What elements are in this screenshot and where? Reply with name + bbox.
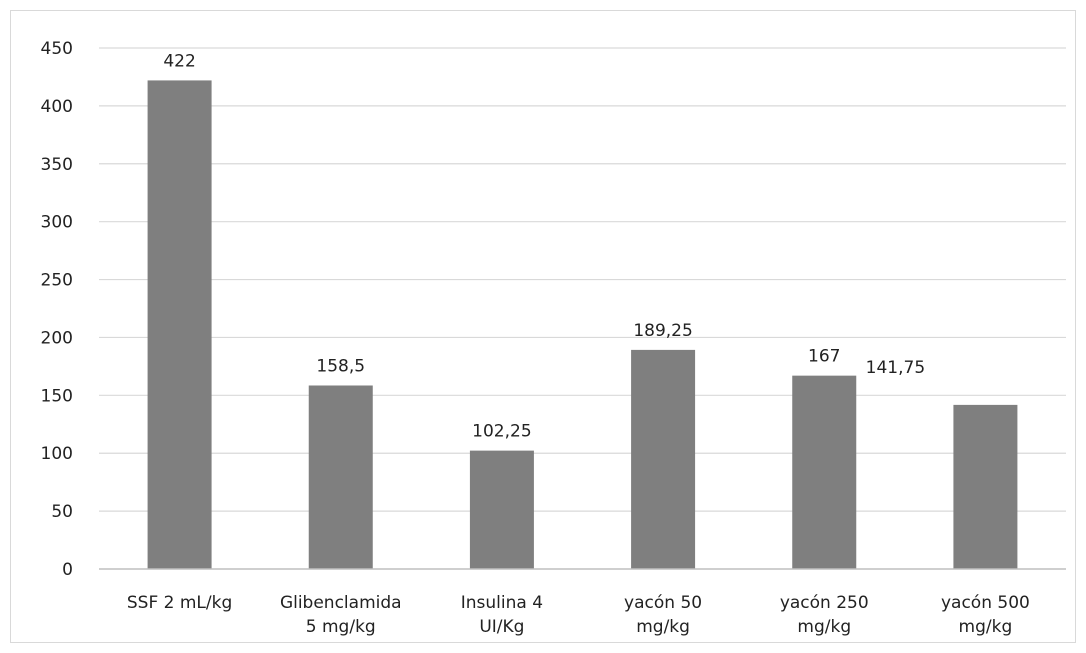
data-label: 102,25: [472, 422, 531, 442]
y-tick-label: 300: [41, 213, 73, 233]
bar: [308, 385, 373, 569]
x-category-label-line: mg/kg: [797, 617, 851, 637]
y-tick-label: 200: [41, 328, 73, 348]
y-tick-label: 50: [51, 502, 73, 522]
x-category-label: Glibenclamida 5 mg/kg: [280, 593, 402, 637]
x-category-label: yacón 250 mg/kg: [780, 593, 869, 637]
data-label: 158,5: [316, 356, 365, 376]
bar: [469, 450, 534, 569]
x-category-label-line: yacón 500: [941, 593, 1030, 613]
y-axis-tick-labels: 0 50 100 150 200 250 300 350 400 450: [41, 39, 73, 580]
bar: [631, 349, 696, 569]
bar: [147, 80, 212, 569]
x-category-label-line: Insulina 4: [461, 593, 543, 613]
y-tick-label: 100: [41, 444, 73, 464]
data-label: 189,25: [633, 321, 692, 341]
x-category-label-line: yacón 50: [624, 593, 702, 613]
x-category-label-line: 5 mg/kg: [306, 617, 376, 637]
y-tick-label: 400: [41, 97, 73, 117]
x-category-label-line: UI/Kg: [479, 617, 524, 637]
chart-frame: 0 50 100 150 200 250 300 350 400 450 422 158,5 102,…: [10, 10, 1076, 643]
y-tick-label: 0: [62, 560, 73, 580]
bar: [953, 404, 1018, 569]
bar: [792, 375, 857, 569]
y-tick-label: 450: [41, 39, 73, 59]
x-category-label-line: SSF 2 mL/kg: [127, 593, 232, 613]
x-category-label: yacón 50 mg/kg: [624, 593, 702, 637]
x-category-label: Insulina 4 UI/Kg: [461, 593, 543, 637]
x-category-label: SSF 2 mL/kg: [127, 593, 232, 613]
bars: [147, 80, 1018, 569]
x-axis-category-labels: SSF 2 mL/kg Glibenclamida 5 mg/kg Insulina …: [127, 593, 1030, 637]
y-tick-label: 250: [41, 271, 73, 291]
y-tick-label: 150: [41, 386, 73, 406]
x-category-label-line: Glibenclamida: [280, 593, 402, 613]
bar-chart: 0 50 100 150 200 250 300 350 400 450 422 158,5 102,…: [41, 39, 1066, 637]
x-category-label-line: mg/kg: [636, 617, 690, 637]
data-label: 422: [163, 51, 195, 71]
data-labels: 422 158,5 102,25 189,25 167 141,75: [163, 51, 925, 441]
x-category-label-line: mg/kg: [959, 617, 1013, 637]
data-label: 141,75: [866, 358, 925, 378]
data-label: 167: [808, 347, 840, 367]
x-category-label-line: yacón 250: [780, 593, 869, 613]
y-tick-label: 350: [41, 155, 73, 175]
x-category-label: yacón 500 mg/kg: [941, 593, 1030, 637]
gridlines: [99, 47, 1066, 512]
